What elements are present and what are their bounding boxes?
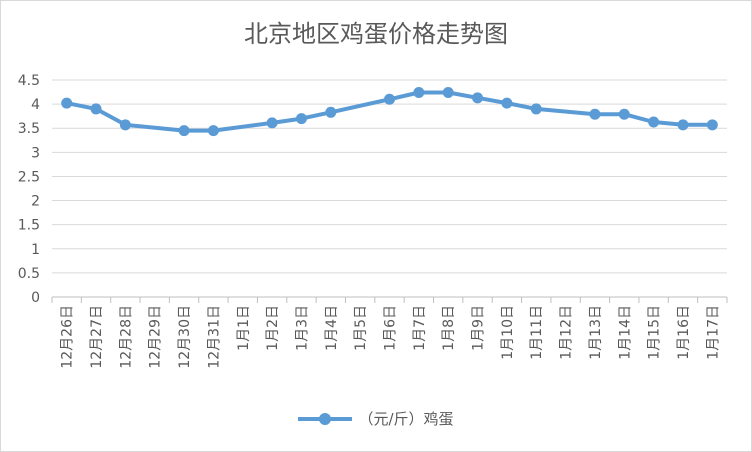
data-point bbox=[472, 92, 484, 104]
x-tick-label: 1月7日 bbox=[412, 305, 428, 351]
y-tick-label: 0 bbox=[31, 290, 40, 306]
data-point bbox=[61, 97, 73, 109]
x-tick-label: 1月4日 bbox=[324, 305, 340, 351]
x-tick-label: 1月14日 bbox=[617, 305, 633, 360]
data-point bbox=[295, 113, 307, 125]
y-tick-label: 3.5 bbox=[18, 121, 40, 137]
data-point bbox=[266, 117, 278, 129]
data-point bbox=[178, 125, 190, 137]
x-tick-label: 1月12日 bbox=[559, 305, 575, 360]
data-point bbox=[90, 103, 102, 115]
data-point bbox=[501, 97, 513, 109]
x-tick-label: 1月11日 bbox=[529, 305, 545, 360]
y-tick-label: 3 bbox=[31, 145, 40, 161]
legend-series-marker bbox=[298, 412, 353, 425]
x-tick-label: 1月6日 bbox=[383, 305, 399, 351]
data-point bbox=[207, 125, 219, 137]
data-point bbox=[706, 119, 718, 131]
y-tick-label: 1 bbox=[31, 242, 40, 258]
data-point bbox=[618, 108, 630, 120]
data-point bbox=[648, 116, 660, 128]
data-point bbox=[589, 108, 601, 120]
x-tick-label: 1月17日 bbox=[705, 305, 721, 360]
data-point bbox=[325, 106, 337, 118]
x-tick-label: 12月29日 bbox=[148, 305, 164, 369]
x-tick-label: 12月26日 bbox=[60, 305, 76, 369]
x-tick-label: 1月3日 bbox=[294, 305, 310, 351]
data-point bbox=[384, 93, 395, 105]
data-point bbox=[119, 119, 131, 131]
x-tick-label: 1月5日 bbox=[353, 305, 369, 351]
data-point bbox=[442, 87, 454, 99]
y-tick-label: 4.5 bbox=[18, 73, 40, 89]
x-tick-label: 12月30日 bbox=[177, 305, 193, 369]
x-tick-label: 12月28日 bbox=[118, 305, 134, 369]
data-point bbox=[413, 87, 425, 99]
y-tick-label: 0.5 bbox=[18, 266, 40, 282]
x-tick-label: 12月31日 bbox=[206, 305, 222, 369]
x-tick-label: 1月8日 bbox=[441, 305, 457, 351]
x-tick-label: 1月9日 bbox=[471, 305, 487, 351]
y-tick-label: 4 bbox=[31, 97, 40, 113]
x-tick-label: 1月2日 bbox=[265, 305, 281, 351]
data-point bbox=[677, 119, 689, 131]
x-tick-label: 1月16日 bbox=[676, 305, 692, 360]
y-tick-label: 2.5 bbox=[18, 169, 40, 185]
x-tick-label: 1月10日 bbox=[500, 305, 516, 360]
legend-series-label: （元/斤）鸡蛋 bbox=[358, 410, 454, 428]
data-point bbox=[530, 103, 542, 115]
y-tick-label: 1.5 bbox=[18, 218, 40, 234]
chart-title: 北京地区鸡蛋价格走势图 bbox=[244, 20, 508, 48]
x-tick-label: 1月1日 bbox=[236, 305, 252, 351]
x-tick-label: 1月13日 bbox=[588, 305, 604, 360]
y-tick-label: 2 bbox=[31, 194, 40, 210]
x-tick-label: 1月15日 bbox=[647, 305, 663, 360]
x-tick-label: 12月27日 bbox=[89, 305, 105, 369]
legend: （元/斤）鸡蛋 bbox=[0, 408, 752, 429]
